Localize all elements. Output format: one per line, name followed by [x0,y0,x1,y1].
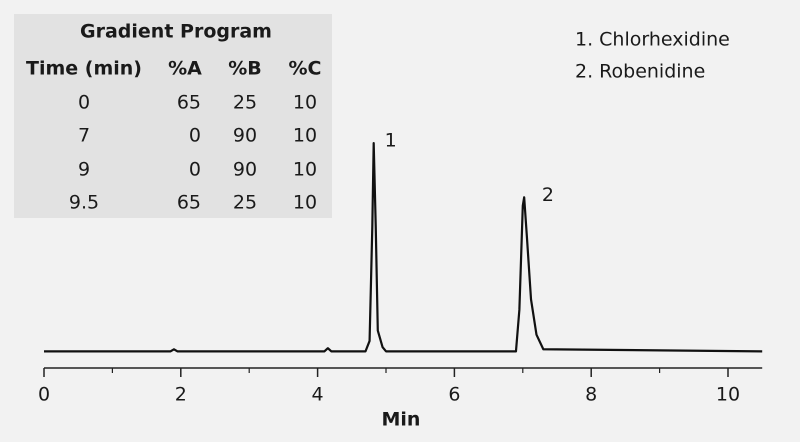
x-tick-label: 6 [448,384,460,406]
table-cell: 10 [293,192,317,214]
x-tick-label: 4 [312,384,324,406]
table-header: %B [228,58,262,80]
table-cell: 9 [78,159,90,181]
table-cell: 10 [293,92,317,114]
table-cell: 90 [233,159,257,181]
legend-entry: 2. Robenidine [575,61,705,83]
x-tick-label: 10 [716,384,740,406]
table-header: Time (min) [26,58,142,80]
table-cell: 90 [233,125,257,147]
table-cell: 25 [233,192,257,214]
table-panel [14,14,332,218]
table-cell: 0 [78,92,90,114]
table-cell: 10 [293,125,317,147]
table-cell: 65 [177,92,201,114]
table-cell: 65 [177,192,201,214]
table-header: %C [289,58,322,80]
legend-entry: 1. Chlorhexidine [575,29,730,51]
table-cell: 10 [293,159,317,181]
table-cell: 7 [78,125,90,147]
table-title: Gradient Program [80,21,272,43]
peak-label: 2 [542,184,554,206]
table-header: %A [168,58,202,80]
x-tick-label: 0 [38,384,50,406]
table-cell: 0 [189,159,201,181]
x-tick-label: 2 [175,384,187,406]
peak-label: 1 [385,130,397,152]
trace [44,142,763,353]
table-cell: 0 [189,125,201,147]
table-cell: 9.5 [69,192,99,214]
x-axis-label: Min [382,409,421,431]
x-tick-label: 8 [585,384,597,406]
table-cell: 25 [233,92,257,114]
